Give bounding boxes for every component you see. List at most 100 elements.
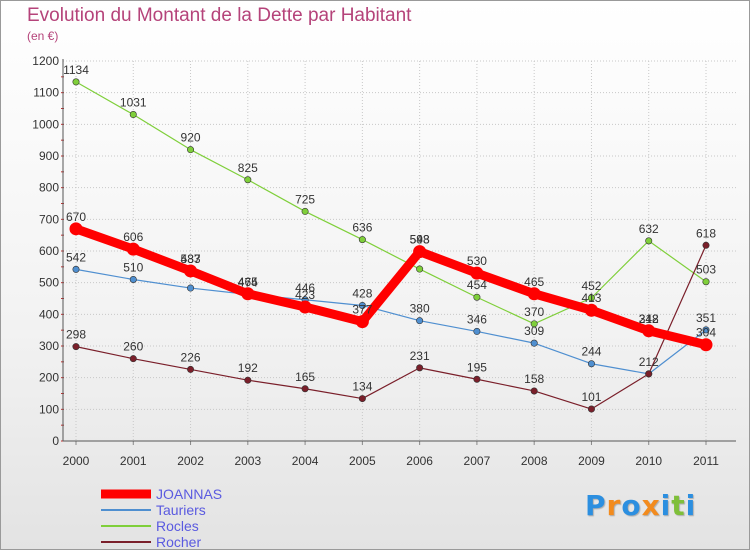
data-point-rocles: [645, 237, 653, 245]
data-label-joannas: 598: [410, 233, 430, 247]
data-label-rocles: 636: [352, 221, 372, 235]
data-point-tauriers: [587, 360, 595, 368]
data-point-rocher: [129, 355, 137, 363]
chart-title: Evolution du Montant de la Dette par Hab…: [27, 5, 412, 26]
data-point-rocles: [129, 111, 137, 119]
data-point-rocher: [72, 343, 80, 351]
x-tick-label: 2007: [464, 454, 491, 468]
data-point-rocles: [244, 176, 252, 184]
logo-letter: P: [585, 489, 607, 522]
y-tick-label: 700: [39, 212, 59, 226]
series-line-rocles: [75, 81, 707, 325]
y-tick-label: 1200: [32, 54, 59, 68]
data-label-rocles: 370: [524, 305, 544, 319]
x-tick-label: 2008: [521, 454, 548, 468]
data-label-tauriers: 428: [352, 286, 372, 300]
data-point-joannas: [642, 324, 656, 338]
data-point-joannas: [241, 287, 255, 301]
y-tick-label: 1100: [33, 86, 59, 100]
data-point-rocher: [587, 405, 595, 413]
data-point-rocher: [301, 385, 309, 393]
data-point-rocher: [702, 241, 710, 249]
logo-letter: r: [606, 489, 622, 522]
y-tick-label: 900: [39, 149, 59, 163]
data-label-rocles: 1031: [120, 96, 147, 110]
data-point-rocles: [187, 146, 195, 154]
data-label-rocles: 725: [295, 192, 315, 206]
data-point-joannas: [298, 300, 312, 314]
data-point-rocher: [358, 395, 366, 403]
data-point-rocher: [416, 364, 424, 372]
data-point-tauriers: [473, 327, 481, 335]
data-label-rocher: 192: [238, 361, 258, 375]
data-point-rocher: [244, 376, 252, 384]
x-tick-label: 2004: [292, 454, 319, 468]
data-point-tauriers: [530, 339, 538, 347]
data-label-joannas: 670: [66, 210, 86, 224]
legend-label-rocher: Rocher: [156, 534, 201, 550]
data-label-tauriers: 542: [66, 250, 86, 264]
y-tick-label: 1000: [32, 117, 59, 131]
data-label-rocher: 298: [66, 328, 86, 342]
data-label-rocles: 825: [238, 161, 258, 175]
data-point-rocher: [645, 370, 653, 378]
data-label-rocles: 503: [696, 263, 716, 277]
data-label-rocher: 260: [123, 340, 143, 354]
data-point-rocles: [416, 265, 424, 273]
x-tick-label: 2010: [635, 454, 662, 468]
data-label-tauriers: 212: [639, 355, 659, 369]
x-tick-label: 2003: [234, 454, 261, 468]
data-point-tauriers: [187, 284, 195, 292]
data-point-joannas: [413, 245, 427, 259]
data-point-rocles: [72, 78, 80, 86]
x-tick-label: 2005: [349, 454, 376, 468]
data-label-joannas: 543: [410, 233, 430, 247]
data-point-rocher: [530, 387, 538, 395]
logo-letter: i: [660, 489, 672, 522]
data-point-tauriers: [358, 301, 366, 309]
data-label-rocher: 231: [410, 349, 430, 363]
x-tick-label: 2011: [693, 454, 719, 468]
data-point-joannas: [355, 315, 369, 329]
data-point-rocles: [702, 278, 710, 286]
data-point-tauriers: [416, 317, 424, 325]
y-tick-label: 300: [39, 339, 59, 353]
data-point-tauriers: [129, 275, 137, 283]
data-label-joannas: 348: [639, 312, 659, 326]
data-point-joannas: [184, 264, 198, 278]
data-label-joannas: 377: [352, 303, 372, 317]
data-label-tauriers: 474: [238, 275, 258, 289]
data-point-rocles: [530, 320, 538, 328]
data-label-rocher: 134: [352, 380, 372, 394]
data-point-joannas: [699, 338, 713, 352]
x-tick-label: 2002: [177, 454, 204, 468]
data-label-tauriers: 309: [524, 324, 544, 338]
data-label-rocles: 920: [181, 131, 201, 145]
data-label-tauriers: 351: [696, 311, 716, 325]
data-label-tauriers: 244: [581, 345, 601, 359]
data-label-tauriers: 346: [467, 312, 487, 326]
y-tick-label: 800: [39, 181, 59, 195]
data-point-tauriers: [702, 326, 710, 334]
data-label-joannas: 465: [524, 275, 544, 289]
data-label-rocher: 226: [181, 350, 201, 364]
data-label-joannas: 413: [581, 291, 601, 305]
data-label-joannas: 304: [696, 326, 716, 340]
data-point-rocher: [473, 375, 481, 383]
legend-label-tauriers: Tauriers: [156, 502, 206, 518]
data-label-joannas: 212: [639, 312, 659, 326]
x-tick-label: 2006: [406, 454, 433, 468]
x-tick-label: 2009: [578, 454, 605, 468]
data-label-joannas: 530: [467, 254, 487, 268]
data-label-joannas: 606: [123, 230, 143, 244]
data-label-tauriers: 446: [295, 281, 315, 295]
data-point-joannas: [69, 222, 83, 236]
data-label-rocher: 165: [295, 370, 315, 384]
y-tick-label: 100: [39, 402, 59, 416]
proxiti-logo: Proxiti: [585, 489, 696, 522]
data-point-tauriers: [72, 265, 80, 273]
data-label-rocles: 1134: [63, 63, 89, 77]
series-line-joannas: [71, 224, 711, 350]
